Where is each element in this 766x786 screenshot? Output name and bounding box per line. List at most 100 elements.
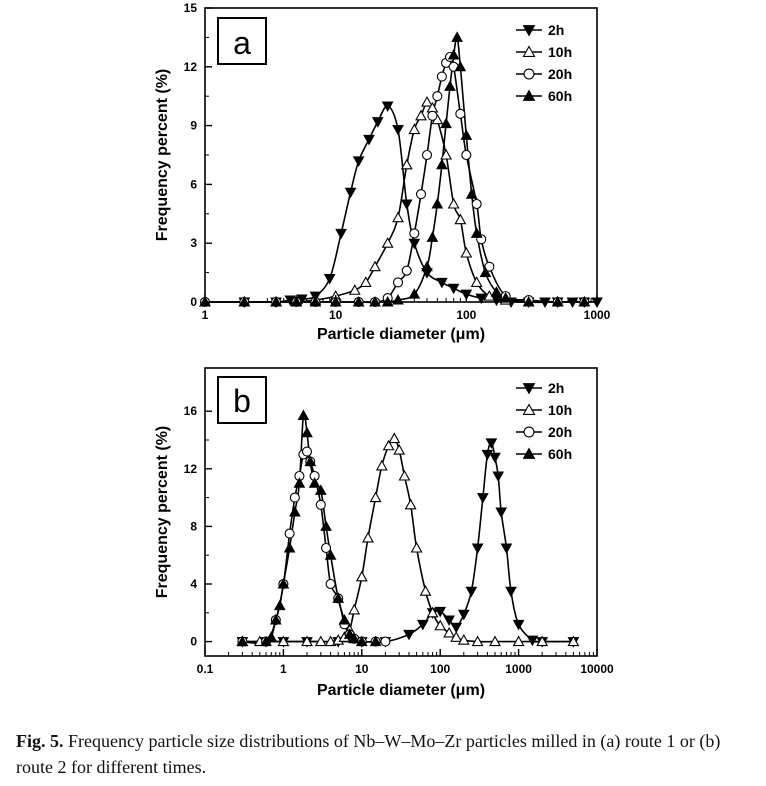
data-point-a-10h: [460, 246, 473, 258]
y-axis-label-a: Frequency percent (%): [154, 69, 171, 241]
legend-label-b: 20h: [548, 424, 572, 440]
x-tick-label-b: 1: [280, 662, 287, 676]
data-point-b-10h: [567, 635, 580, 647]
x-tick-label-b: 10000: [580, 662, 614, 676]
x-tick-label-b: 10: [355, 662, 369, 676]
data-point-a-20h: [471, 198, 482, 210]
legend-marker-a-20h: [523, 68, 535, 80]
data-point-b-10h: [443, 626, 456, 638]
legend-marker-b-20h: [523, 426, 535, 438]
panel-label-a: a: [233, 25, 251, 61]
y-tick-label-b: 16: [184, 404, 198, 418]
legend-label-b: 60h: [548, 446, 572, 462]
data-point-b-10h: [404, 498, 417, 510]
y-tick-label-b: 8: [190, 519, 197, 533]
data-point-a-10h: [454, 213, 467, 225]
data-point-b-60h: [236, 635, 249, 647]
legend-label-a: 10h: [548, 44, 572, 60]
data-point-a-60h: [470, 227, 483, 238]
y-tick-label-a: 3: [190, 236, 197, 250]
legend-marker-b-10h: [522, 403, 536, 415]
y-tick-label-b: 4: [190, 577, 197, 591]
data-point-b-60h: [348, 632, 361, 644]
data-point-a-2h: [400, 199, 413, 211]
legend-b: 2h 10h 20h 60h: [516, 380, 572, 462]
data-point-a-2h: [371, 117, 384, 128]
data-point-a-20h: [432, 91, 443, 102]
data-point-b-10h: [277, 635, 290, 647]
y-tick-label-a: 9: [190, 119, 197, 133]
data-point-b-60h: [320, 520, 332, 531]
data-point-b-20h: [301, 446, 313, 457]
data-point-a-10h: [359, 276, 372, 287]
data-point-b-10h: [512, 635, 525, 647]
data-point-b-60h: [293, 477, 306, 488]
data-point-a-10h: [392, 211, 404, 223]
data-point-b-10h: [536, 635, 549, 647]
data-point-b-2h: [492, 471, 505, 483]
data-point-a-10h: [381, 237, 394, 248]
legend-marker-a-10h: [522, 45, 536, 57]
y-tick-label-a: 0: [190, 295, 197, 309]
y-axis-label-b: Frequency percent (%): [154, 426, 171, 598]
data-point-b-60h: [343, 628, 356, 639]
data-point-a-20h: [436, 71, 447, 82]
series-line-a-2h: [244, 105, 597, 303]
data-point-b-2h: [434, 606, 447, 618]
data-point-a-60h: [431, 197, 444, 209]
data-point-b-10h: [375, 459, 388, 471]
data-point-a-20h: [401, 265, 412, 276]
data-point-a-60h: [381, 295, 394, 307]
data-point-a-2h: [363, 134, 375, 146]
x-axis-label-a: Particle diameter (μm): [317, 326, 485, 343]
y-tick-label-b: 0: [190, 635, 197, 649]
legend-marker-b-60h: [522, 447, 536, 459]
data-point-a-10h: [447, 197, 460, 209]
data-point-b-60h: [265, 631, 278, 642]
data-point-a-20h: [392, 277, 404, 288]
legend-marker-b-2h: [522, 383, 536, 395]
data-point-b-10h: [457, 634, 470, 645]
data-point-b-60h: [369, 635, 382, 647]
series-line-b-10h: [242, 437, 574, 643]
legend-label-a: 2h: [548, 22, 564, 38]
data-point-a-10h: [400, 158, 413, 170]
data-point-b-60h: [289, 505, 301, 517]
data-point-b-10h: [434, 619, 447, 631]
data-point-a-60h: [440, 117, 452, 129]
data-point-a-10h: [369, 260, 381, 272]
figure-caption: Fig. 5. Frequency particle size distribu…: [16, 728, 756, 780]
data-point-b-20h: [315, 499, 326, 510]
data-point-b-10h: [410, 541, 423, 553]
data-point-a-20h: [415, 189, 427, 200]
x-tick-label-a: 100: [456, 308, 476, 322]
data-point-a-2h: [392, 125, 404, 136]
data-point-b-2h: [505, 586, 517, 598]
data-point-b-20h: [325, 578, 336, 590]
x-tick-label-a: 1000: [584, 308, 611, 322]
data-point-a-2h: [335, 228, 347, 240]
data-point-b-2h: [471, 543, 484, 555]
panel-label-b: b: [233, 383, 251, 419]
data-point-b-60h: [304, 455, 317, 467]
data-point-b-60h: [273, 599, 286, 611]
data-point-b-2h: [526, 635, 539, 647]
y-tick-label-b: 12: [184, 462, 198, 476]
x-tick-label-b: 100: [430, 662, 450, 676]
data-point-b-60h: [283, 541, 296, 553]
data-point-b-2h: [500, 543, 513, 555]
x-tick-label-b: 1000: [505, 662, 532, 676]
data-point-a-2h: [344, 187, 357, 199]
data-point-a-60h: [465, 188, 478, 199]
data-point-b-60h: [332, 592, 345, 603]
data-point-b-2h: [495, 507, 508, 519]
data-point-a-2h: [460, 289, 473, 301]
data-point-b-10h: [388, 432, 401, 444]
data-point-b-10h: [426, 606, 439, 618]
data-point-b-60h: [355, 635, 368, 647]
data-point-b-20h: [284, 528, 295, 539]
data-point-b-2h: [465, 586, 478, 598]
legend-label-a: 60h: [548, 88, 572, 104]
data-point-a-60h: [436, 158, 448, 170]
data-point-b-20h: [289, 492, 300, 503]
